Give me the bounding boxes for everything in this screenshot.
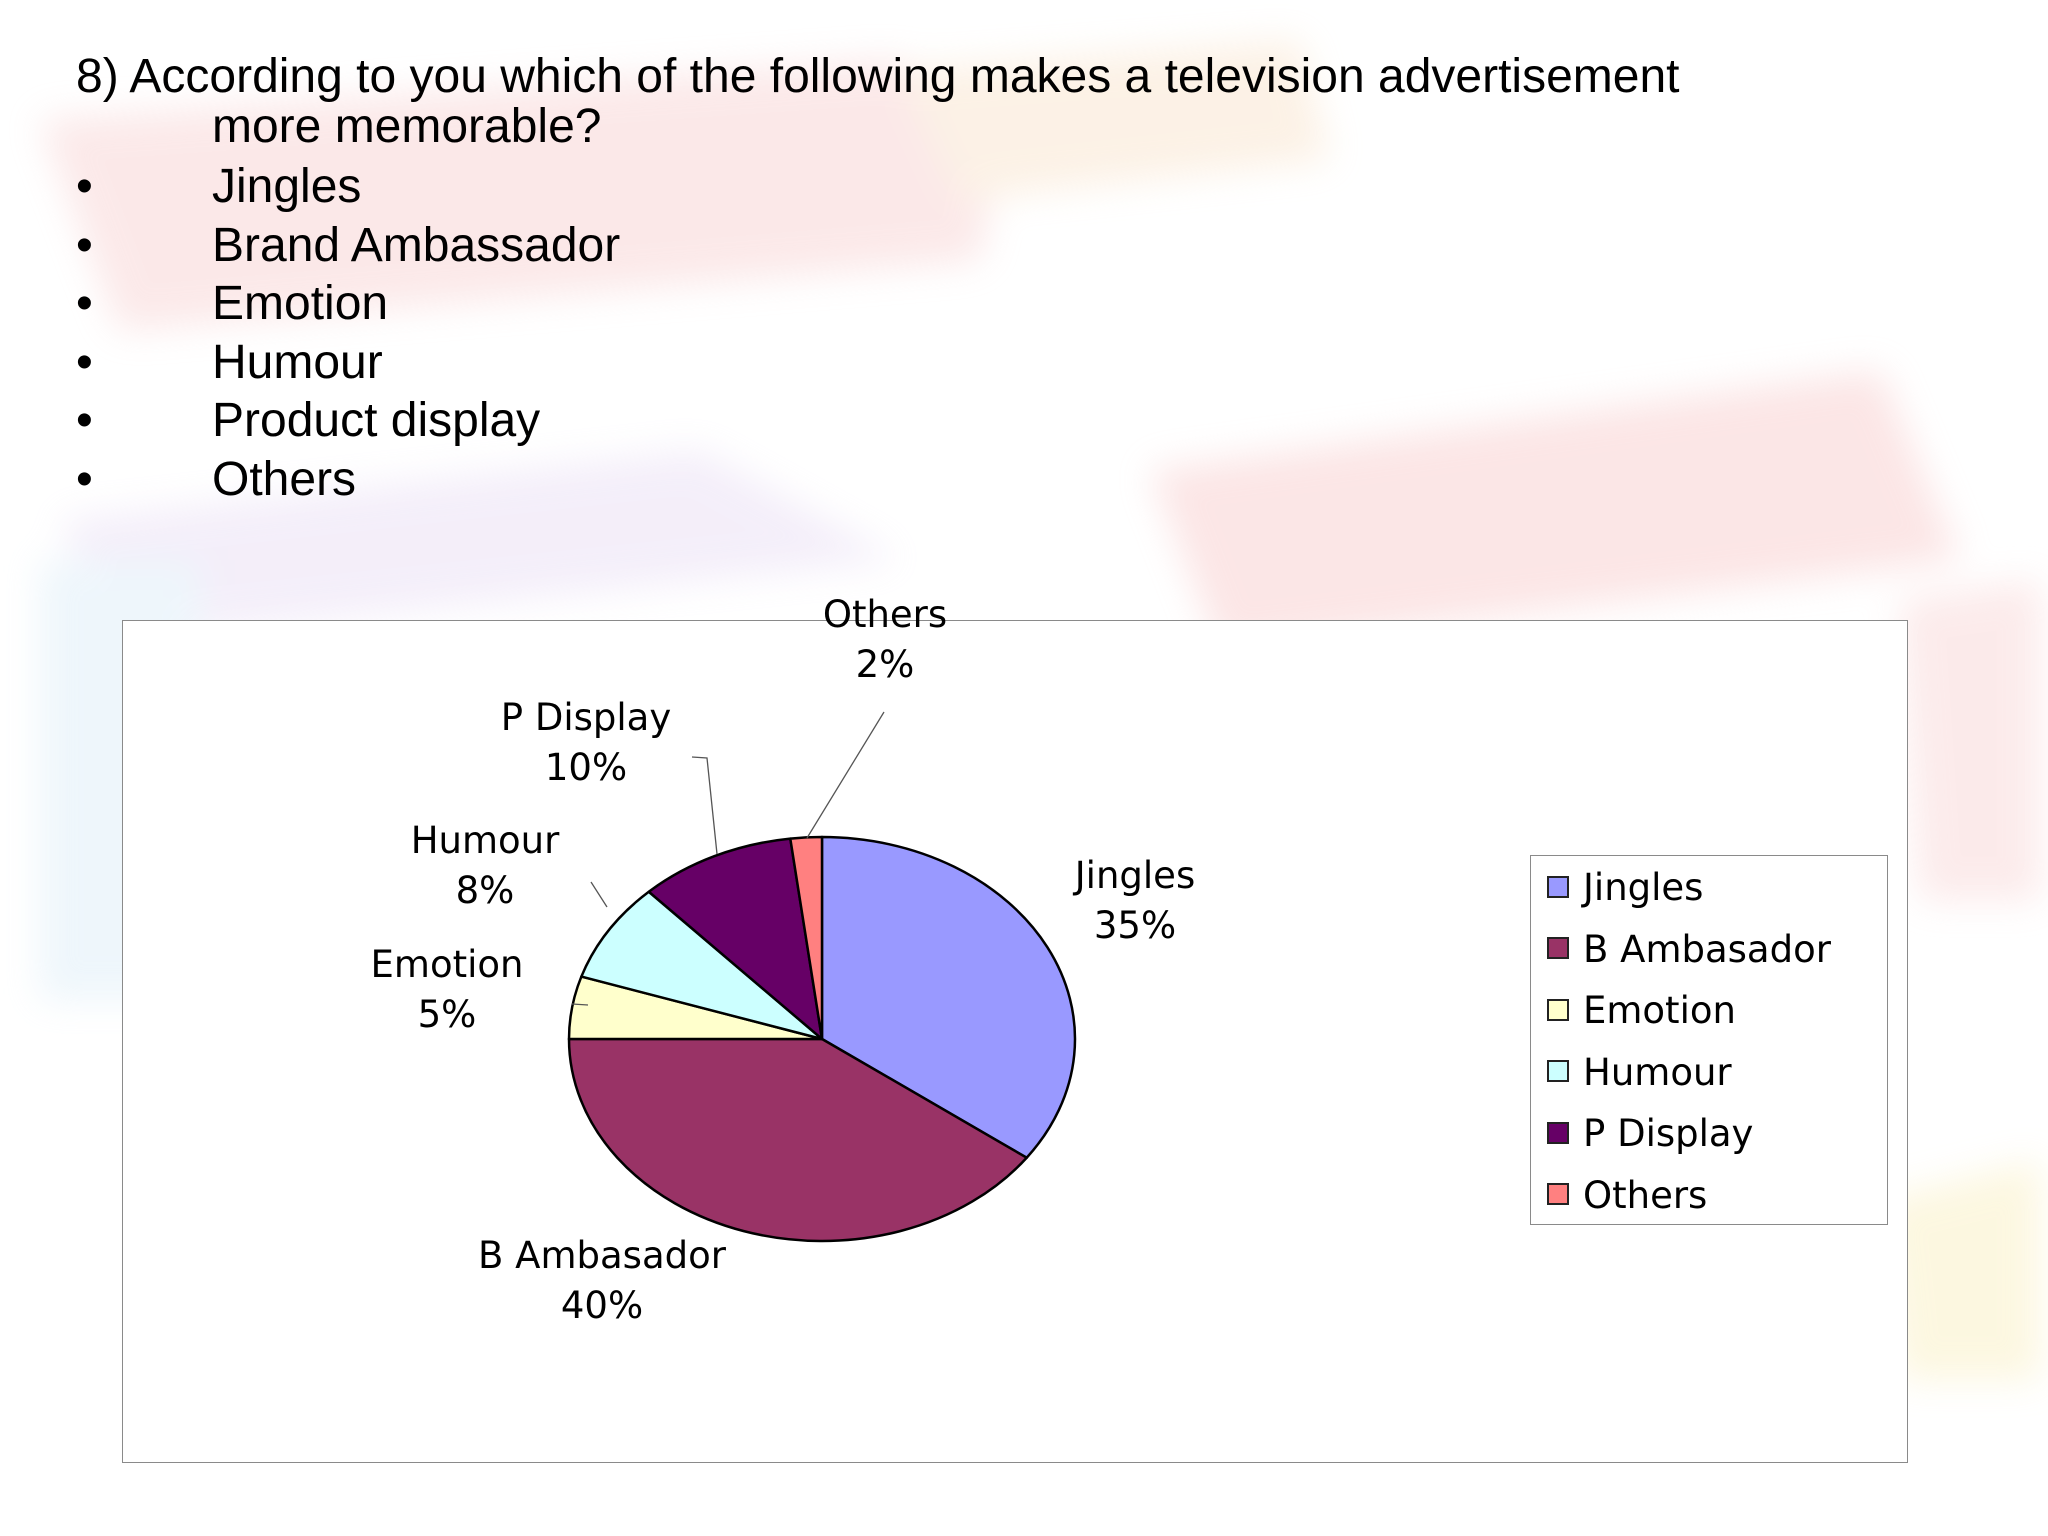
legend-swatch xyxy=(1547,998,1569,1021)
legend-item-humour: Humour xyxy=(1547,1051,1732,1095)
pie-slice-jingles xyxy=(820,835,1077,1159)
slice-labels: Jingles 35% B Ambasador 40% Emotion 5% Humour 8… xyxy=(371,593,1196,1327)
slice-value-label: 5% xyxy=(418,993,477,1036)
bullet: • xyxy=(76,394,93,448)
question-line-1: 8) According to you which of the followi… xyxy=(76,50,1680,103)
pie-slice-humour xyxy=(580,890,824,1041)
pie-slices xyxy=(567,835,1077,1243)
leader-line-emotion xyxy=(571,1003,589,1006)
pie-slice-others xyxy=(789,835,824,1041)
slice-value-label: 8% xyxy=(456,869,515,912)
legend-label: Humour xyxy=(1583,1050,1732,1094)
leader-line-humour xyxy=(590,881,608,908)
legend-label: B Ambasador xyxy=(1583,927,1831,971)
slice-value-label: 10% xyxy=(545,746,627,789)
legend-swatch xyxy=(1547,1121,1569,1144)
question-line-2: more memorable? xyxy=(212,100,602,153)
slice-value-label: 35% xyxy=(1094,904,1176,947)
legend-item-emotion: Emotion xyxy=(1547,989,1736,1033)
slice-name-label: Emotion xyxy=(371,943,524,986)
slice-name-label: Humour xyxy=(411,819,560,862)
option-label: Emotion xyxy=(212,277,389,331)
legend-label: Emotion xyxy=(1583,989,1736,1032)
slice-name-label: Others xyxy=(823,593,947,636)
slice-value-label: 40% xyxy=(561,1284,643,1327)
pie-slice-p-display xyxy=(647,837,824,1041)
bullet: • xyxy=(76,218,93,272)
option-label: Product display xyxy=(212,394,541,448)
legend-item-jingles: Jingles xyxy=(1547,866,1703,910)
bullet: • xyxy=(76,160,93,213)
option-label: Humour xyxy=(212,335,383,389)
slice-name-label: P Display xyxy=(501,696,671,739)
legend-label: P Display xyxy=(1583,1112,1754,1155)
leader-lines xyxy=(571,711,885,1006)
legend-label: Jingles xyxy=(1583,866,1704,909)
legend-swatch xyxy=(1547,875,1569,898)
pie-slice-b-ambasador xyxy=(567,1037,1028,1243)
leader-line-others xyxy=(806,711,885,839)
bullet: • xyxy=(76,335,93,389)
question-text: 8) According to you which of the followi… xyxy=(76,52,1976,152)
legend-swatch xyxy=(1547,937,1569,959)
legend-item-others: Others xyxy=(1547,1174,1707,1218)
option-label: Jingles xyxy=(212,160,362,213)
option-label: Brand Ambassador xyxy=(212,218,621,272)
slice-name-label: Jingles xyxy=(1073,854,1195,897)
legend-swatch xyxy=(1547,1183,1569,1205)
bullet: • xyxy=(76,277,93,331)
slice-name-label: B Ambasador xyxy=(478,1234,727,1277)
legend-item-p-display: P Display xyxy=(1547,1112,1753,1156)
slice-value-label: 2% xyxy=(856,643,915,686)
legend-swatch xyxy=(1547,1060,1569,1082)
bullet: • xyxy=(76,452,93,506)
leader-line-p-display xyxy=(691,756,718,855)
option-label: Others xyxy=(212,452,357,506)
chart-legend: Jingles B Ambasador Emotion Humour P Dis… xyxy=(1530,855,1888,1225)
legend-label: Others xyxy=(1583,1173,1708,1217)
legend-item-b-ambasador: B Ambasador xyxy=(1547,928,1831,972)
